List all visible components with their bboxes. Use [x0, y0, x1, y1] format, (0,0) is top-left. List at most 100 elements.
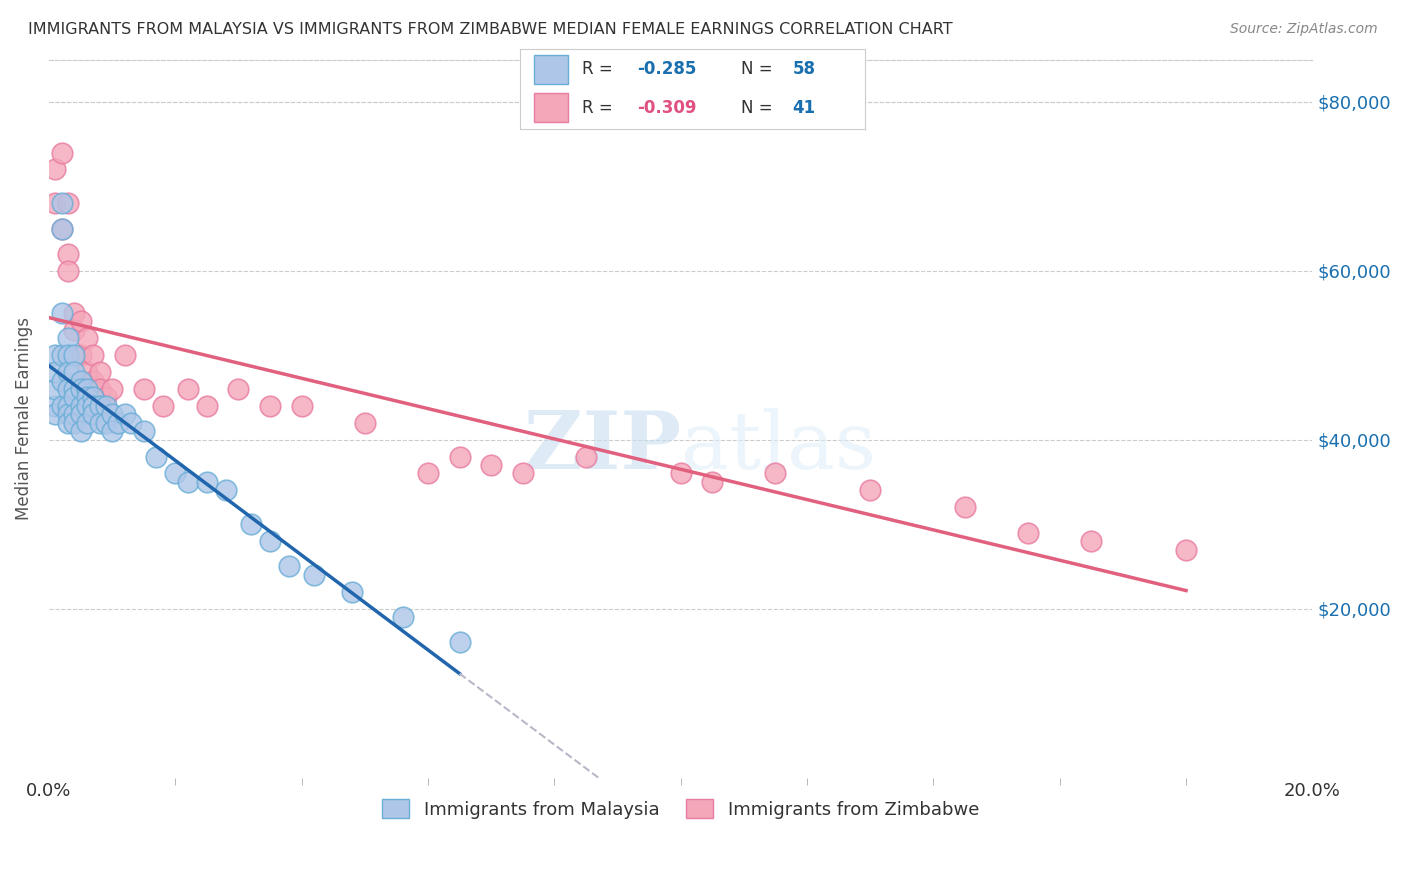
Point: [63, 382, 86, 396]
Point: [177, 382, 200, 396]
Text: 41: 41: [793, 99, 815, 117]
Point: [94, 399, 117, 413]
Point: [259, 534, 281, 549]
Point: [56, 348, 79, 362]
Text: atlas: atlas: [681, 409, 876, 486]
Point: [1175, 542, 1198, 557]
Text: R =: R =: [582, 99, 619, 117]
Point: [69, 348, 91, 362]
Point: [82, 374, 104, 388]
Point: [69, 408, 91, 422]
Point: [63, 391, 86, 405]
Point: [259, 399, 281, 413]
Text: ZIP: ZIP: [523, 409, 681, 486]
Point: [94, 391, 117, 405]
Text: 58: 58: [793, 60, 815, 78]
Point: [56, 247, 79, 261]
Point: [51, 399, 73, 413]
Point: [44, 365, 66, 379]
Point: [56, 416, 79, 430]
Point: [669, 467, 692, 481]
Point: [63, 408, 86, 422]
Bar: [534, 54, 568, 84]
Point: [63, 365, 86, 379]
Point: [391, 610, 413, 624]
Point: [76, 382, 98, 396]
Point: [195, 399, 218, 413]
Point: [63, 323, 86, 337]
Point: [89, 416, 111, 430]
Point: [76, 331, 98, 345]
Point: [56, 264, 79, 278]
Point: [479, 458, 502, 472]
Text: IMMIGRANTS FROM MALAYSIA VS IMMIGRANTS FROM ZIMBABWE MEDIAN FEMALE EARNINGS CORR: IMMIGRANTS FROM MALAYSIA VS IMMIGRANTS F…: [28, 22, 953, 37]
Bar: [534, 94, 568, 122]
Point: [152, 399, 174, 413]
Text: N =: N =: [741, 99, 778, 117]
Point: [114, 348, 136, 362]
Point: [82, 408, 104, 422]
Point: [132, 382, 155, 396]
Point: [56, 399, 79, 413]
Point: [278, 559, 301, 574]
Legend: Immigrants from Malaysia, Immigrants from Zimbabwe: Immigrants from Malaysia, Immigrants fro…: [375, 792, 987, 826]
Point: [449, 635, 471, 649]
Point: [416, 467, 439, 481]
Point: [56, 382, 79, 396]
Text: -0.285: -0.285: [637, 60, 697, 78]
Point: [51, 221, 73, 235]
Point: [859, 483, 882, 498]
Point: [1080, 534, 1102, 549]
Point: [76, 391, 98, 405]
Point: [114, 408, 136, 422]
Point: [76, 416, 98, 430]
Point: [340, 584, 363, 599]
Point: [304, 567, 326, 582]
Point: [120, 416, 142, 430]
Point: [44, 399, 66, 413]
Point: [353, 416, 375, 430]
Point: [1017, 525, 1039, 540]
Point: [69, 314, 91, 328]
Point: [44, 408, 66, 422]
Point: [132, 424, 155, 438]
Text: N =: N =: [741, 60, 778, 78]
Point: [101, 424, 124, 438]
Text: R =: R =: [582, 60, 619, 78]
Point: [702, 475, 724, 489]
Point: [56, 365, 79, 379]
Point: [89, 399, 111, 413]
Point: [44, 382, 66, 396]
Point: [89, 365, 111, 379]
Text: Source: ZipAtlas.com: Source: ZipAtlas.com: [1230, 22, 1378, 37]
Point: [165, 467, 187, 481]
Point: [765, 467, 787, 481]
Point: [449, 450, 471, 464]
Point: [51, 348, 73, 362]
Point: [101, 382, 124, 396]
Point: [56, 196, 79, 211]
Point: [44, 162, 66, 177]
Point: [215, 483, 238, 498]
Point: [44, 348, 66, 362]
Point: [51, 145, 73, 160]
Point: [51, 374, 73, 388]
Point: [51, 306, 73, 320]
Point: [240, 517, 263, 532]
Point: [69, 424, 91, 438]
Y-axis label: Median Female Earnings: Median Female Earnings: [15, 317, 32, 520]
Point: [291, 399, 314, 413]
Point: [228, 382, 250, 396]
Point: [82, 391, 104, 405]
Point: [44, 196, 66, 211]
Point: [76, 365, 98, 379]
Point: [575, 450, 598, 464]
Point: [94, 416, 117, 430]
Point: [69, 374, 91, 388]
Point: [63, 306, 86, 320]
Point: [512, 467, 534, 481]
Text: -0.309: -0.309: [637, 99, 697, 117]
Point: [63, 416, 86, 430]
Point: [82, 399, 104, 413]
Point: [107, 416, 129, 430]
